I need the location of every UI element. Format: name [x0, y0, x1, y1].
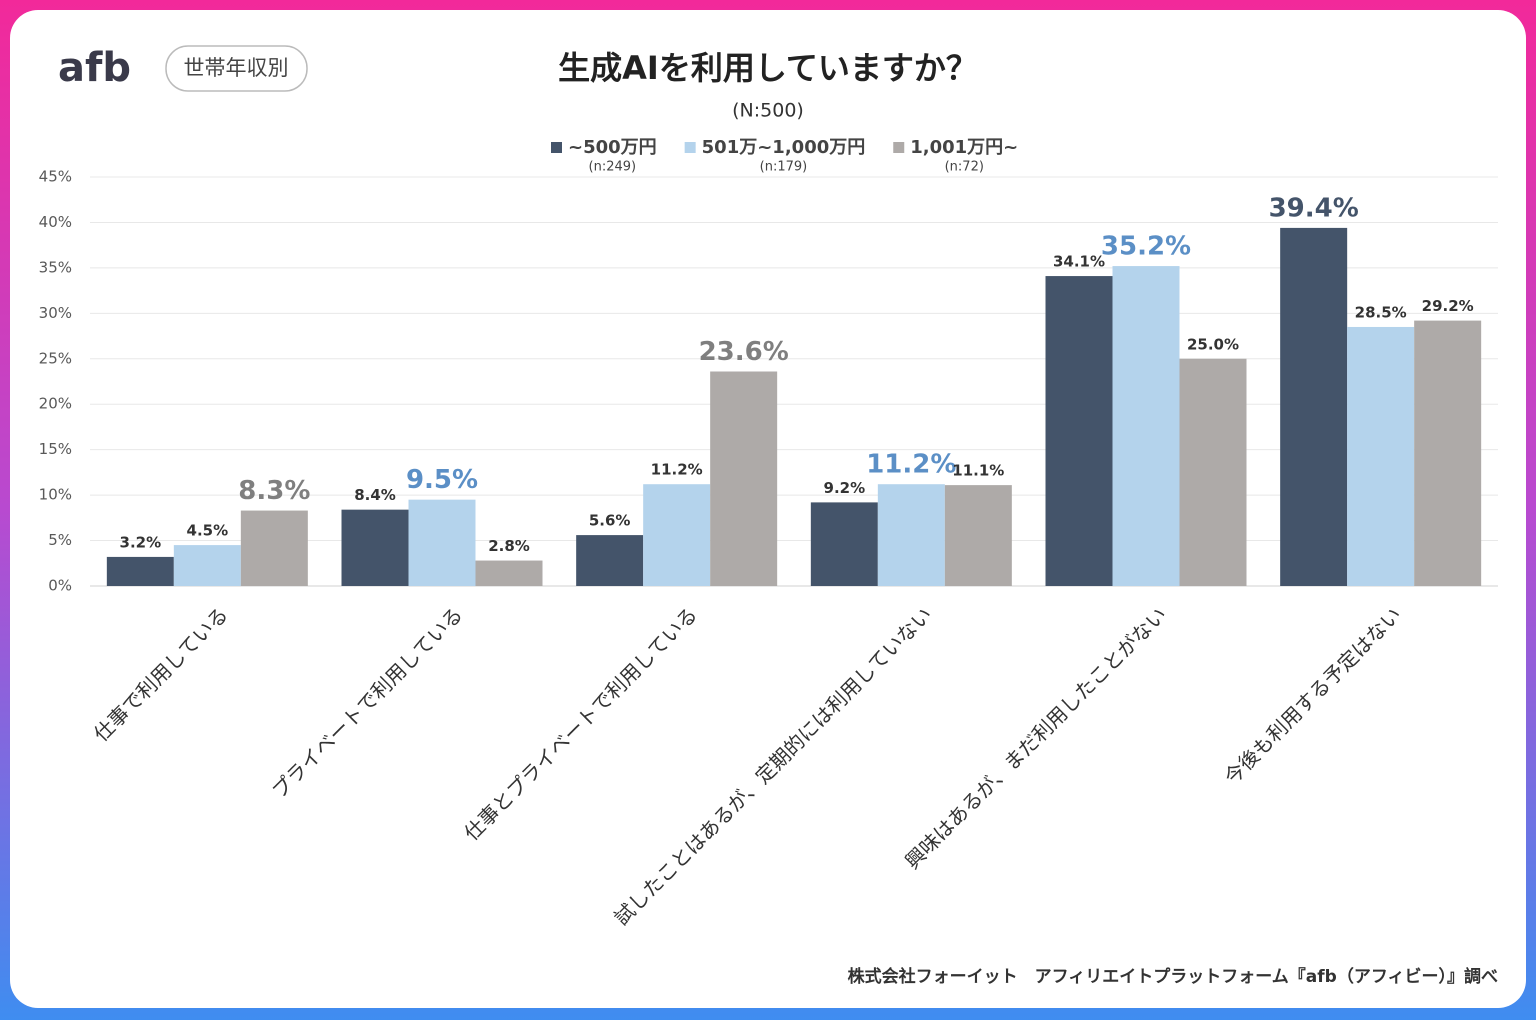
value-label: 35.2% — [1101, 232, 1191, 262]
bar — [240, 510, 308, 586]
y-tick-label: 45% — [39, 168, 72, 186]
value-label: 11.2% — [866, 450, 956, 480]
y-tick-label: 40% — [39, 213, 72, 231]
logo: afb — [58, 45, 131, 91]
legend-n: (n:249) — [589, 160, 637, 175]
legend-n: (n:72) — [945, 160, 984, 175]
chart-title: 生成AIを利用していますか？ — [558, 49, 978, 87]
value-label: 4.5% — [187, 522, 229, 540]
y-tick-label: 20% — [39, 395, 72, 413]
bar — [1112, 266, 1180, 586]
value-label: 8.4% — [354, 486, 396, 504]
badge-box — [165, 45, 308, 92]
bar — [1280, 227, 1348, 587]
value-label: 8.3% — [238, 476, 310, 506]
bar — [1414, 320, 1482, 586]
value-label: 39.4% — [1269, 193, 1359, 223]
source: 株式会社フォーイット アフィリエイトプラットフォーム『afb（アフィビー）』調べ — [848, 966, 1498, 987]
bar — [1045, 276, 1113, 586]
bar — [877, 484, 945, 586]
legend-swatch — [551, 142, 562, 153]
value-label: 25.0% — [1187, 335, 1239, 353]
legend-n: (n:179) — [760, 160, 808, 175]
bar — [1347, 326, 1415, 586]
value-label: 11.1% — [952, 462, 1004, 480]
value-label: 29.2% — [1422, 297, 1474, 315]
bar — [106, 556, 174, 586]
value-label: 34.1% — [1053, 253, 1105, 271]
value-label: 23.6% — [699, 337, 789, 367]
y-tick-label: 30% — [39, 304, 72, 322]
bar — [173, 545, 241, 586]
value-label: 9.5% — [406, 465, 478, 495]
value-label: 28.5% — [1355, 303, 1407, 321]
legend-swatch — [684, 142, 696, 153]
value-label: 3.2% — [120, 533, 162, 551]
bar — [1179, 358, 1247, 586]
bar — [944, 485, 1012, 586]
y-tick-label: 0% — [48, 577, 72, 595]
bar — [810, 502, 878, 586]
bar — [643, 484, 711, 586]
y-tick-label: 5% — [48, 531, 72, 549]
y-tick-label: 10% — [39, 486, 72, 504]
value-label: 5.6% — [589, 512, 631, 530]
value-label: 2.8% — [488, 537, 530, 555]
y-tick-label: 35% — [39, 258, 72, 276]
legend-label: 1,001万円~ — [910, 137, 1018, 158]
bar — [576, 535, 644, 586]
value-label: 9.2% — [824, 479, 866, 497]
badge: 世帯年収別 — [184, 56, 289, 80]
legend-label: ~500万円 — [568, 137, 657, 158]
y-tick-label: 15% — [39, 440, 72, 458]
legend-swatch — [893, 142, 905, 153]
bar — [475, 560, 543, 586]
legend-label: 501万~1,000万円 — [702, 137, 866, 158]
y-tick-label: 25% — [39, 349, 72, 367]
bar — [408, 499, 476, 586]
bar — [710, 371, 778, 586]
bar — [341, 509, 409, 586]
value-label: 11.2% — [651, 461, 703, 479]
chart-subtitle: (N:500) — [732, 100, 804, 122]
